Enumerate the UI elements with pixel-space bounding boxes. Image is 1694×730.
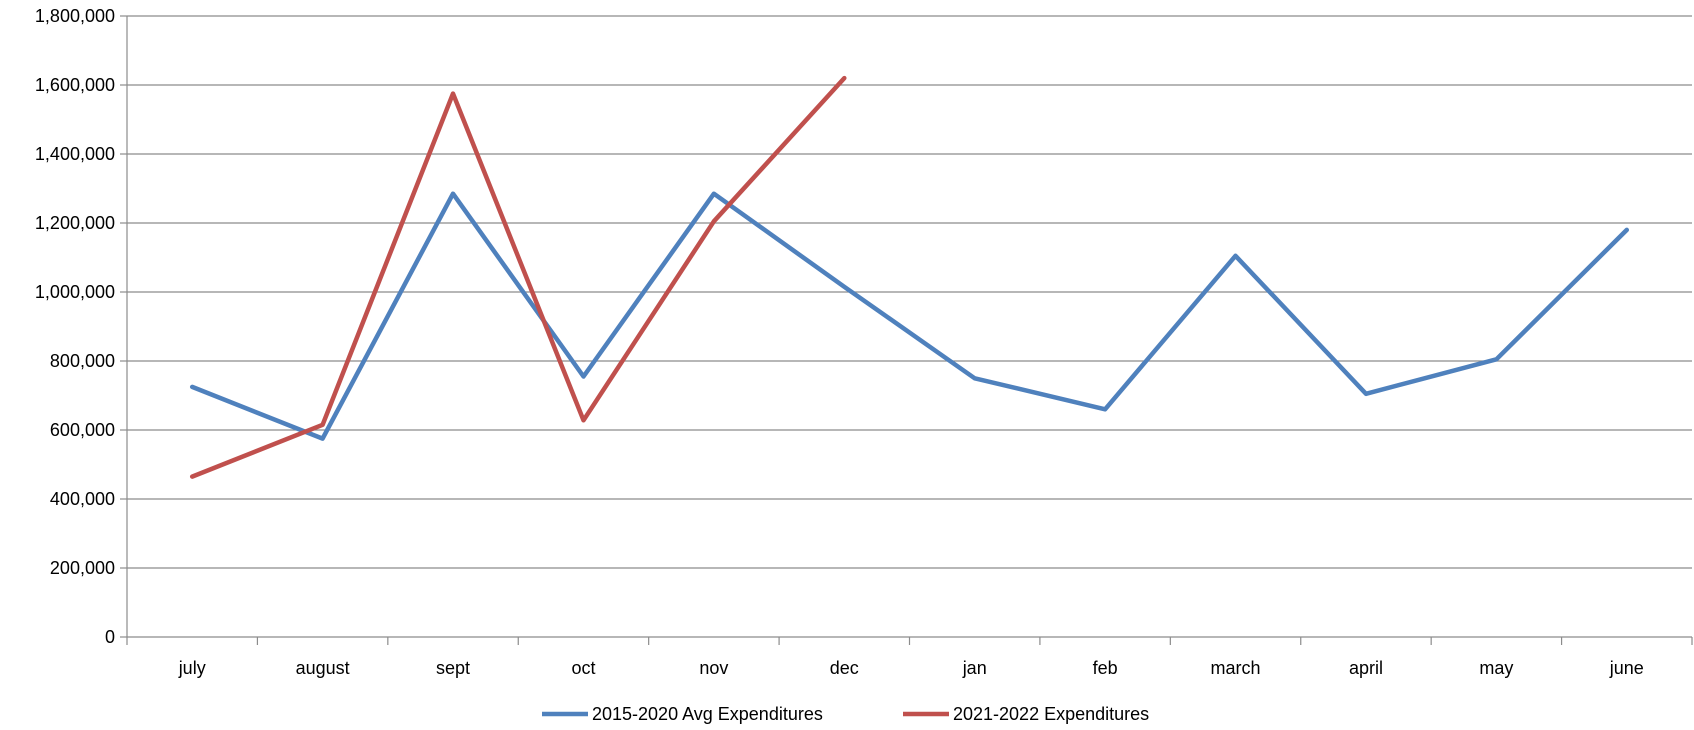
x-tick-label: jan [962, 658, 987, 678]
x-tick-label: sept [436, 658, 470, 678]
legend-label-2: 2021-2022 Expenditures [953, 704, 1149, 724]
y-tick-label: 1,400,000 [35, 144, 115, 164]
x-tick-label: dec [830, 658, 859, 678]
legend-label-1: 2015-2020 Avg Expenditures [592, 704, 823, 724]
y-tick-label: 200,000 [50, 558, 115, 578]
y-tick-label: 1,800,000 [35, 6, 115, 26]
y-tick-label: 0 [105, 627, 115, 647]
x-tick-label: july [178, 658, 206, 678]
y-tick-label: 400,000 [50, 489, 115, 509]
series-line-2 [189, 75, 847, 479]
legend: 2015-2020 Avg Expenditures 2021-2022 Expe… [542, 704, 1149, 724]
y-axis: 0 200,000 400,000 600,000 800,000 1,000,000 1,… [35, 6, 128, 647]
x-tick-label: nov [699, 658, 728, 678]
y-tick-label: 1,000,000 [35, 282, 115, 302]
x-tick-label: may [1479, 658, 1513, 678]
y-tick-label: 1,600,000 [35, 75, 115, 95]
y-tick-label: 800,000 [50, 351, 115, 371]
x-tick-label: august [296, 658, 350, 678]
y-tick-label: 1,200,000 [35, 213, 115, 233]
series-line-1 [189, 191, 1630, 441]
x-tick-label: march [1211, 658, 1261, 678]
gridlines [127, 15, 1692, 569]
x-axis: july august sept oct nov dec jan feb march april m… [126, 636, 1693, 678]
x-tick-label: feb [1093, 658, 1118, 678]
x-tick-label: june [1609, 658, 1644, 678]
x-tick-label: oct [571, 658, 595, 678]
y-tick-label: 600,000 [50, 420, 115, 440]
series-lines [189, 75, 1630, 479]
x-tick-label: april [1349, 658, 1383, 678]
